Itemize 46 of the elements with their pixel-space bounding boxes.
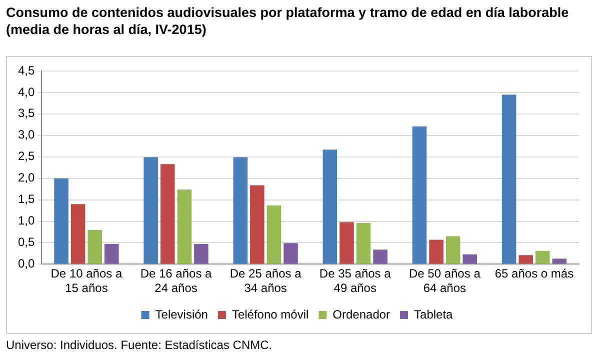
y-tick-label: 2,5 bbox=[18, 149, 35, 164]
x-tick-label: De 25 años a 34 años bbox=[230, 266, 302, 296]
y-tick-label: 3,0 bbox=[18, 128, 35, 142]
bar bbox=[88, 230, 102, 264]
bar bbox=[552, 258, 567, 264]
bar bbox=[429, 240, 444, 264]
legend-label: Televisión bbox=[155, 307, 208, 322]
bar bbox=[356, 222, 371, 264]
y-tick-label: 2,0 bbox=[18, 170, 35, 185]
x-tick-label: De 35 años a 49 años bbox=[319, 266, 392, 296]
chart-title: Consumo de contenidos audiovisuales por plataforma y tramo de edad en día laborable (media de horas al día, IV-2015) bbox=[6, 4, 570, 38]
x-tick-label: De 50 años a 64 años bbox=[408, 266, 481, 296]
y-tick-label: 4,5 bbox=[18, 63, 35, 78]
bar bbox=[535, 250, 550, 264]
legend-label: Tableta bbox=[414, 307, 454, 322]
bar bbox=[518, 255, 533, 264]
bar bbox=[250, 185, 264, 264]
bar bbox=[446, 236, 460, 264]
y-tick-label: 1,5 bbox=[18, 192, 35, 206]
bar bbox=[160, 164, 175, 264]
legend-label: Teléfono móvil bbox=[232, 307, 309, 322]
y-tick-label: 0,0 bbox=[18, 256, 35, 271]
bar bbox=[502, 94, 516, 264]
bar bbox=[340, 222, 354, 264]
bar bbox=[266, 205, 282, 264]
bar bbox=[322, 150, 338, 264]
bar bbox=[104, 244, 119, 264]
y-tick-label: 4,0 bbox=[18, 84, 35, 99]
bar bbox=[144, 157, 158, 264]
x-tick-label: De 10 años a 15 años bbox=[50, 266, 122, 296]
x-tick-label: 65 años o más bbox=[494, 266, 574, 281]
bar bbox=[194, 244, 208, 264]
y-tick-label: 0,5 bbox=[18, 235, 35, 250]
x-tick-label: De 16 años a 24 años bbox=[140, 266, 212, 296]
y-tick-label: 3,5 bbox=[18, 106, 35, 120]
bar bbox=[70, 204, 86, 264]
bar bbox=[462, 254, 477, 264]
y-tick-label: 1,0 bbox=[18, 214, 35, 228]
bar bbox=[233, 157, 248, 264]
bar bbox=[373, 250, 388, 264]
legend-label: Ordenador bbox=[332, 307, 390, 322]
bar bbox=[54, 178, 68, 264]
bar bbox=[284, 243, 298, 264]
bar bbox=[177, 189, 192, 264]
bar bbox=[412, 126, 427, 264]
text: Universo: Individuos. Fuente: Estadísticas CNMC. bbox=[6, 338, 272, 352]
